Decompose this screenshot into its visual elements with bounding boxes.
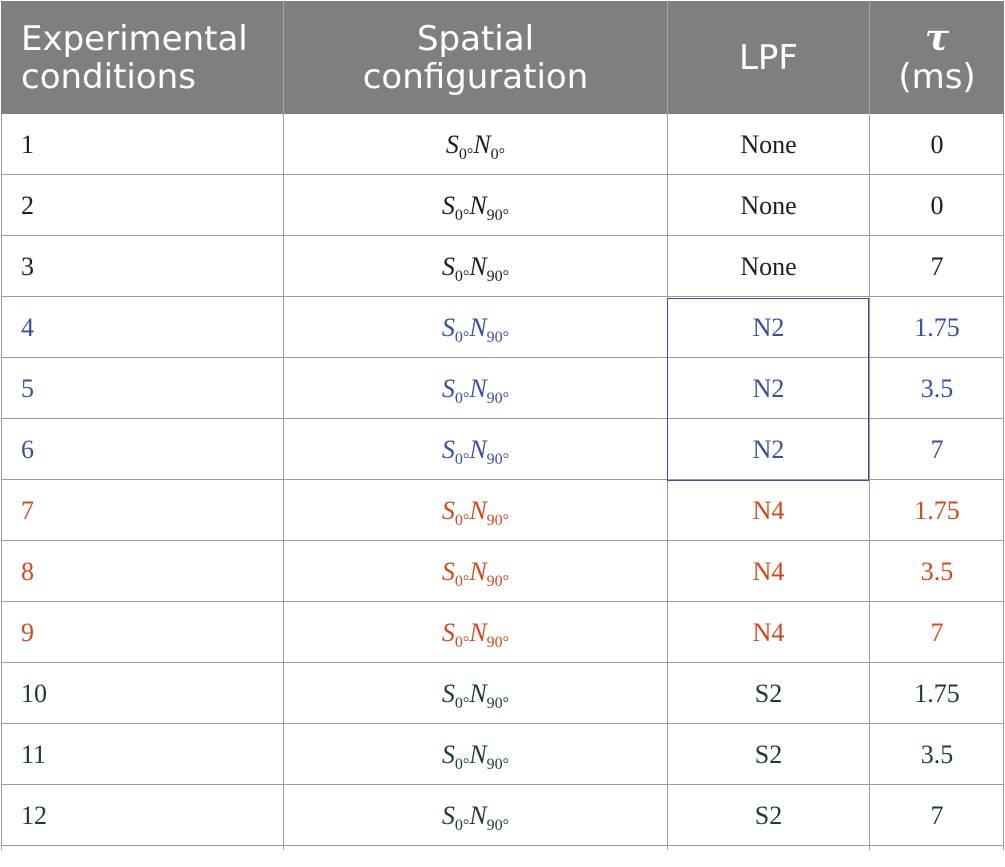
condition-number: 1: [21, 129, 34, 159]
conditions-table: Experimental conditions Spatial configurat…: [1, 1, 1004, 850]
tau-cell: 0: [930, 190, 944, 220]
spatial-configuration-cell: S0°N90°: [441, 312, 510, 346]
tau-cell: 3.5: [920, 739, 954, 769]
lpf-cell: N4: [752, 495, 785, 525]
tau-cell: 7: [930, 434, 944, 464]
lpf-cell: N2: [752, 373, 785, 403]
table-row: 1 S0°N0° None 0: [1, 114, 1004, 175]
condition-number: 3: [21, 251, 34, 281]
lpf-cell: N4: [752, 617, 785, 647]
lpf-cell: None: [740, 251, 797, 281]
table-row: 2 S0°N90° None 0: [1, 175, 1004, 236]
condition-number: 10: [21, 678, 47, 708]
tau-cell: 7: [930, 251, 944, 281]
n2-highlight-box: [667, 298, 869, 481]
table-row: 3 S0°N90° None 7: [1, 236, 1004, 297]
table-row: 5 S0°N90° N2 3.5: [1, 358, 1004, 419]
spatial-configuration-cell: S0°N90°: [441, 739, 510, 773]
header-experimental-conditions: Experimental conditions: [21, 18, 248, 97]
condition-number: 9: [21, 617, 34, 647]
table-row: 10 S0°N90° S2 1.75: [1, 663, 1004, 724]
table-row: 4 S0°N90° N2 1.75: [1, 297, 1004, 358]
condition-number: 11: [21, 739, 47, 769]
tau-cell: 3.5: [920, 373, 954, 403]
spatial-configuration-cell: S0°N90°: [441, 251, 510, 285]
condition-number: 2: [21, 190, 34, 220]
spatial-configuration-cell: S0°N90°: [441, 800, 510, 834]
header-spatial-configuration: Spatial configuration: [362, 18, 589, 97]
table-row: 11 S0°N90° S2 3.5: [1, 724, 1004, 785]
condition-number: 5: [21, 373, 34, 403]
table-header: Experimental conditions Spatial configurat…: [1, 1, 1004, 114]
lpf-cell: None: [740, 129, 797, 159]
lpf-cell: S2: [754, 739, 783, 769]
table-row: 8 S0°N90° N4 3.5: [1, 541, 1004, 602]
spatial-configuration-cell: S0°N90°: [441, 556, 510, 590]
tau-cell: 3.5: [920, 556, 954, 586]
tau-cell: 0: [930, 129, 944, 159]
table-row: 7 S0°N90° N4 1.75: [1, 480, 1004, 541]
spatial-configuration-cell: S0°N90°: [441, 678, 510, 712]
lpf-cell: N4: [752, 556, 785, 586]
tau-cell: 7: [930, 800, 944, 830]
table-row: 12 S0°N90° S2 7: [1, 785, 1004, 846]
spatial-configuration-cell: S0°N90°: [441, 495, 510, 529]
spatial-configuration-cell: S0°N90°: [441, 617, 510, 651]
tau-cell: 1.75: [914, 495, 960, 525]
condition-number: 4: [21, 312, 34, 342]
tau-cell: 7: [930, 617, 944, 647]
spatial-configuration-cell: S0°N90°: [441, 373, 510, 407]
spatial-configuration-cell: S0°N90°: [441, 434, 510, 468]
table-row: 6 S0°N90° N2 7: [1, 419, 1004, 480]
spatial-configuration-cell: S0°N90°: [441, 190, 510, 224]
condition-number: 8: [21, 556, 34, 586]
condition-number: 6: [21, 434, 34, 464]
tau-cell: 1.75: [914, 312, 960, 342]
header-tau: τ (ms): [898, 17, 976, 97]
lpf-cell: S2: [754, 678, 783, 708]
tau-cell: 1.75: [914, 678, 960, 708]
lpf-cell: N2: [752, 312, 785, 342]
header-lpf: LPF: [738, 37, 798, 78]
condition-number: 7: [21, 495, 34, 525]
lpf-cell: None: [740, 190, 797, 220]
condition-number: 12: [21, 800, 47, 830]
lpf-cell: N2: [752, 434, 785, 464]
table-row: 9 S0°N90° N4 7: [1, 602, 1004, 663]
spatial-configuration-cell: S0°N0°: [445, 129, 506, 163]
lpf-cell: S2: [754, 800, 783, 830]
tau-symbol: τ: [924, 17, 950, 59]
